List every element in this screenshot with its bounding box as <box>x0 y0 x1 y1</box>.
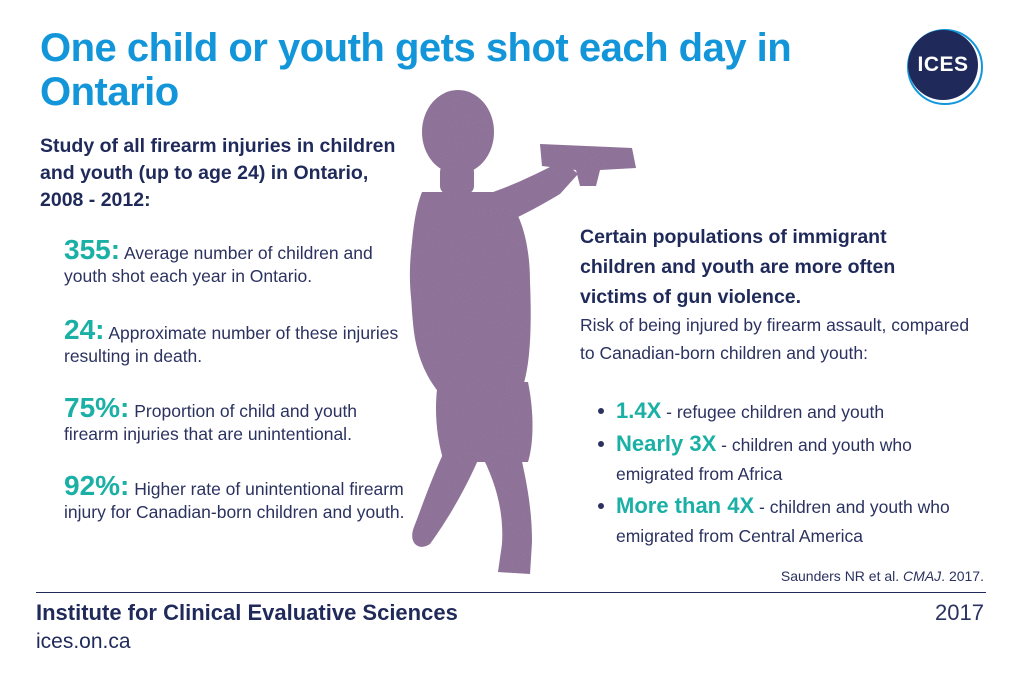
stat-item: 75%: Proportion of child and youth firea… <box>64 394 409 446</box>
immigrant-heading: Certain populations of immigrant childre… <box>580 226 896 308</box>
citation-authors: Saunders NR et al. <box>780 568 904 584</box>
risk-group: - refugee children and youth <box>661 402 885 422</box>
risk-multiplier: Nearly 3X <box>616 431 717 456</box>
child-with-gun-silhouette-icon <box>409 90 636 574</box>
stat-value: 355: <box>64 234 121 265</box>
organization-name: Institute for Clinical Evaluative Scienc… <box>36 600 458 625</box>
stat-item: 92%: Higher rate of unintentional firear… <box>64 472 409 524</box>
list-item: 1.4X - refugee children and youth <box>598 396 978 427</box>
logo-text: ICES <box>917 53 969 76</box>
stat-value: 75%: <box>64 392 130 423</box>
stat-item: 355: Average number of children and yout… <box>64 236 409 288</box>
risk-group: - children and youth who emigrated from … <box>616 435 912 484</box>
risk-description: Risk of being injured by firearm assault… <box>580 315 970 363</box>
list-item: More than 4X - children and youth who em… <box>598 491 978 551</box>
citation-journal: CMAJ <box>903 568 942 584</box>
citation-year: . 2017. <box>941 568 984 584</box>
page-title: One child or youth gets shot each day in… <box>40 26 792 114</box>
stat-text: Higher rate of unintentional firearm inj… <box>64 479 405 522</box>
risk-multiplier: 1.4X <box>616 398 662 423</box>
study-subtitle: Study of all firearm injuries in childre… <box>40 135 396 211</box>
footer-divider <box>36 592 986 593</box>
stat-item: 24: Approximate number of these injuries… <box>64 316 409 368</box>
stat-text: Average number of children and youth sho… <box>64 243 373 286</box>
ices-logo-icon <box>907 29 983 105</box>
citation: Saunders NR et al. CMAJ. 2017. <box>781 568 984 584</box>
footer-year: 2017 <box>935 600 984 625</box>
stat-value: 24: <box>64 314 105 345</box>
bullet-icon <box>598 408 604 414</box>
risk-group: - children and youth who emigrated from … <box>616 497 950 546</box>
stat-text: Approximate number of these injuries res… <box>64 323 399 366</box>
bullet-icon <box>598 503 604 509</box>
risk-multiplier: More than 4X <box>616 493 755 518</box>
bullet-icon <box>598 441 604 447</box>
stat-value: 92%: <box>64 470 130 501</box>
stat-text: Proportion of child and youth firearm in… <box>64 401 358 444</box>
website-link[interactable]: ices.on.ca <box>36 630 131 653</box>
list-item: Nearly 3X - children and youth who emigr… <box>598 429 978 489</box>
risk-list: 1.4X - refugee children and youth Nearly… <box>598 396 978 551</box>
